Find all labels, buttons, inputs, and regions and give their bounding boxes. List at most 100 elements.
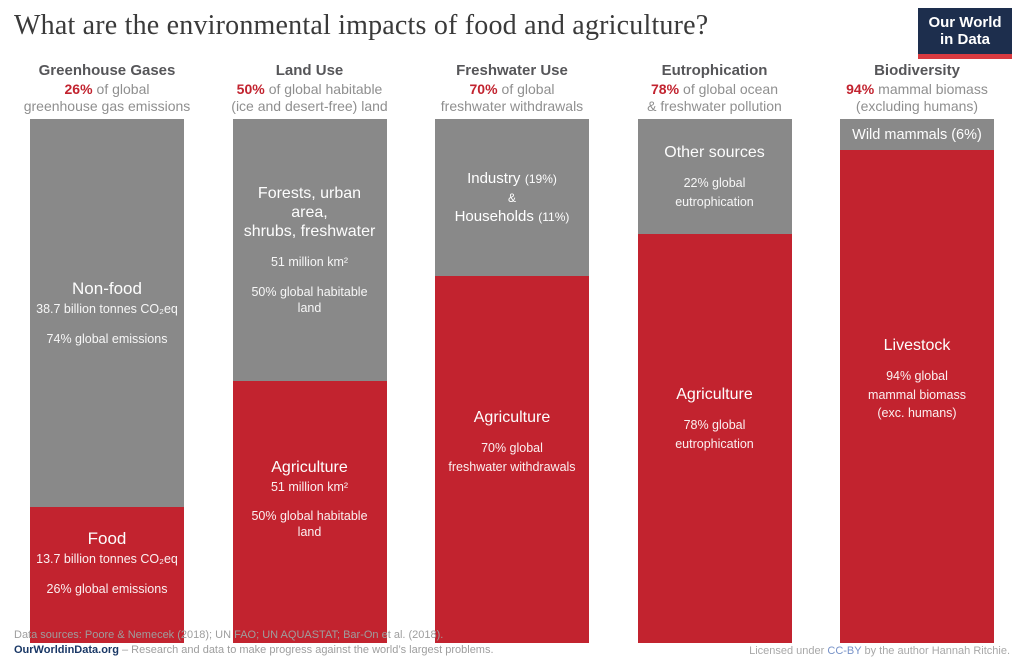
stacked-bar-eutrophication: Other sources 22% global eutrophication …: [637, 119, 792, 643]
segment-sublabel: 78% global: [683, 418, 746, 433]
bar-segment-nonfood: Non-food 38.7 billion tonnes CO₂eq 74% g…: [30, 119, 184, 507]
segment-label: Wild mammals (6%): [852, 126, 982, 143]
bar-segment-food: Food 13.7 billion tonnes CO₂eq 26% globa…: [30, 506, 184, 643]
segment-label: Other sources: [664, 144, 765, 162]
column-stat-line2: & freshwater pollution: [647, 98, 782, 115]
industry-label: Industry: [467, 169, 521, 187]
column-subtitle: 70% of global freshwater withdrawals: [413, 81, 611, 116]
bar-columns: Greenhouse Gases 26% of global greenhouse…: [8, 62, 1016, 643]
column-greenhouse-gases: Greenhouse Gases 26% of global greenhouse…: [8, 62, 206, 643]
segment-sublabel: freshwater withdrawals: [448, 459, 576, 474]
logo-text-line2: in Data: [939, 31, 990, 49]
column-stat-line2: (ice and desert-free) land: [231, 98, 388, 115]
footer-site-line: OurWorldinData.org – Research and data t…: [14, 643, 494, 658]
column-land-use: Land Use 50% of global habitable (ice and…: [211, 62, 409, 643]
column-title: Greenhouse Gases: [38, 62, 176, 79]
column-stat-rest: of global: [96, 80, 150, 97]
segment-sublabel: mammal biomass: [868, 387, 966, 402]
footer-tagline: – Research and data to make progress aga…: [118, 644, 494, 657]
column-subtitle: 50% of global habitable (ice and desert-f…: [211, 81, 409, 116]
column-stat-pct: 94%: [846, 80, 875, 97]
column-header-greenhouse-gases: Greenhouse Gases 26% of global greenhouse…: [8, 62, 206, 119]
bar-segment-livestock: Livestock 94% global mammal biomass (exc…: [840, 150, 994, 643]
segment-sublabel: 51 million km²: [270, 255, 349, 270]
column-header-eutrophication: Eutrophication 78% of global ocean & fres…: [616, 62, 814, 119]
stacked-bar-freshwater-use: Industry (19%) & Households (11%) Agricu…: [435, 119, 589, 643]
footer-sources-line: Data sources: Poore & Nemecek (2018); UN…: [14, 629, 444, 642]
industry-pct: (19%): [524, 171, 557, 186]
ampersand-label: &: [507, 190, 516, 205]
column-header-freshwater-use: Freshwater Use 70% of global freshwater w…: [413, 62, 611, 119]
households-pct: (11%): [538, 209, 570, 224]
cc-by-link[interactable]: CC-BY: [827, 645, 862, 657]
segment-label: Food: [87, 528, 127, 548]
column-title: Land Use: [275, 62, 344, 79]
segment-label-households: Households (11%): [441, 208, 583, 226]
segment-label-industry: Industry (19%): [441, 170, 583, 188]
column-title: Biodiversity: [874, 62, 960, 79]
footer-sources: Data sources: Poore & Nemecek (2018); UN…: [14, 628, 494, 658]
column-stat-rest: of global: [501, 80, 555, 97]
column-eutrophication: Eutrophication 78% of global ocean & fres…: [616, 62, 814, 643]
column-subtitle: 26% of global greenhouse gas emissions: [8, 81, 206, 116]
segment-sublabel: 51 million km²: [270, 479, 349, 494]
footer-license: Licensed under CC-BY by the author Hanna…: [749, 645, 1010, 657]
owid-logo: Our World in Data: [918, 8, 1012, 54]
column-subtitle: 78% of global ocean & freshwater pollutio…: [616, 81, 814, 116]
segment-sublabel: eutrophication: [675, 436, 754, 451]
column-header-land-use: Land Use 50% of global habitable (ice and…: [211, 62, 409, 119]
column-stat-rest: of global ocean: [683, 80, 778, 97]
segment-label: Non-food: [72, 278, 142, 298]
column-subtitle: 94% mammal biomass (excluding humans): [818, 81, 1016, 116]
logo-text-line1: Our World: [928, 14, 1002, 31]
segment-sublabel: eutrophication: [675, 194, 754, 209]
stacked-bar-land-use: Forests, urban area, shrubs, freshwater …: [232, 119, 387, 643]
stacked-bar-biodiversity: Wild mammals (6%) Livestock 94% global m…: [840, 119, 994, 643]
segment-sublabel: 26% global emissions: [46, 581, 168, 596]
stacked-bar-greenhouse-gases: Non-food 38.7 billion tonnes CO₂eq 74% g…: [30, 119, 184, 643]
segment-sublabel: 50% global habitable land: [251, 284, 368, 315]
segment-label: Agriculture: [676, 386, 753, 404]
logo-red-stripe: [918, 54, 1012, 59]
column-stat-pct: 26%: [64, 80, 93, 97]
column-stat-pct: 78%: [651, 80, 680, 97]
column-stat-line2: greenhouse gas emissions: [23, 98, 191, 115]
column-stat-pct: 50%: [236, 80, 265, 97]
bar-segment-other-sources: Other sources 22% global eutrophication: [637, 119, 792, 235]
segment-sublabel: 50% global habitable land: [251, 508, 368, 540]
column-biodiversity: Biodiversity 94% mammal biomass (excludin…: [818, 62, 1016, 643]
segment-label: Agriculture: [271, 458, 348, 476]
segment-sublabel: 13.7 billion tonnes CO₂eq: [36, 552, 178, 567]
segment-label: Agriculture: [473, 409, 551, 427]
segment-label-line1: Forests, urban area,: [257, 184, 362, 222]
column-stat-rest: mammal biomass: [878, 80, 988, 97]
bar-segment-industry-households: Industry (19%) & Households (11%): [435, 119, 589, 277]
column-header-biodiversity: Biodiversity 94% mammal biomass (excludin…: [818, 62, 1016, 119]
segment-sublabel: 70% global: [481, 441, 543, 456]
column-title: Eutrophication: [661, 62, 768, 79]
column-stat-pct: 70%: [469, 80, 498, 97]
column-stat-line2: freshwater withdrawals: [440, 98, 584, 115]
page-title: What are the environmental impacts of fo…: [14, 10, 709, 41]
column-stat-rest: of global habitable: [268, 80, 383, 97]
bar-segment-agriculture-freshwater: Agriculture 70% global freshwater withdr…: [435, 276, 589, 643]
segment-sublabel: 74% global emissions: [46, 331, 168, 346]
bar-segment-agriculture-land: Agriculture 51 million km² 50% global ha…: [232, 381, 387, 643]
segment-sublabel: 94% global: [886, 369, 948, 384]
segment-label-line2: shrubs, freshwater: [243, 223, 376, 241]
license-text-post: by the author Hannah Ritchie.: [861, 645, 1010, 657]
bar-segment-forests-urban: Forests, urban area, shrubs, freshwater …: [232, 119, 387, 381]
segment-sublabel: 22% global: [683, 176, 746, 191]
column-title: Freshwater Use: [456, 62, 568, 79]
households-label: Households: [454, 207, 534, 225]
bar-segment-wild-mammals: Wild mammals (6%): [840, 119, 994, 151]
license-text-pre: Licensed under: [749, 645, 828, 657]
bar-segment-agriculture-eutrophication: Agriculture 78% global eutrophication: [637, 234, 792, 643]
segment-label: Livestock: [883, 337, 951, 355]
segment-sublabel: (exc. humans): [877, 405, 957, 420]
column-freshwater-use: Freshwater Use 70% of global freshwater w…: [413, 62, 611, 643]
column-stat-line2: (excluding humans): [855, 98, 979, 115]
owid-site-link[interactable]: OurWorldinData.org: [14, 644, 119, 657]
segment-sublabel: 38.7 billion tonnes CO₂eq: [36, 302, 178, 317]
